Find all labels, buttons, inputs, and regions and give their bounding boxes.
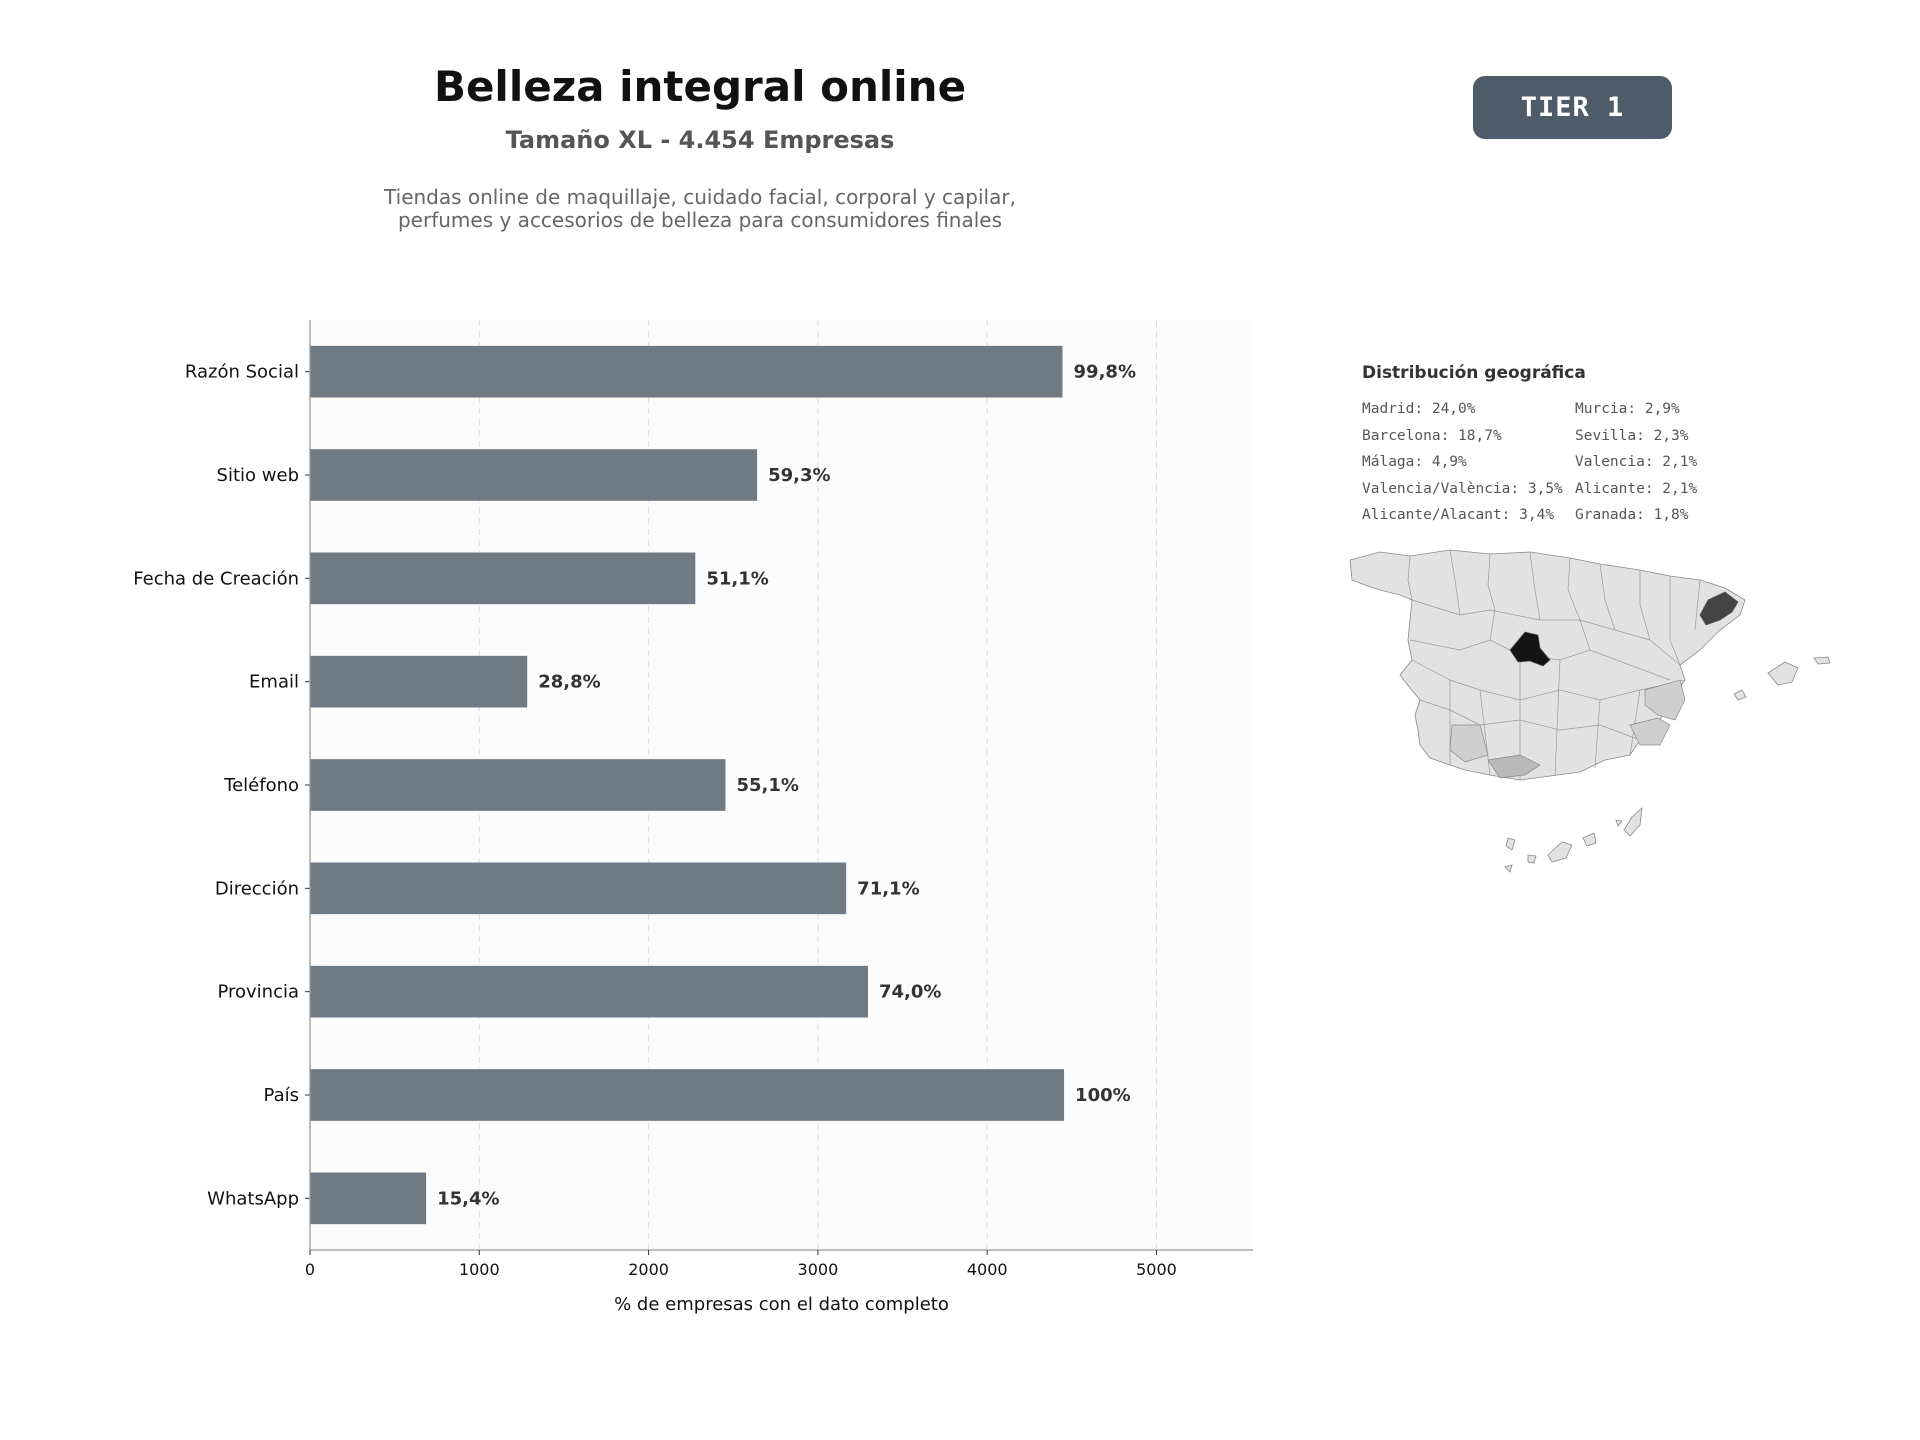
bar-value-label: 71,1% <box>857 878 919 899</box>
map-region-malaga <box>1487 754 1541 779</box>
x-tick-label: 1000 <box>459 1260 500 1279</box>
y-tick-label: Razón Social <box>185 362 299 383</box>
map-region-barcelona <box>1699 591 1739 626</box>
bar <box>310 759 726 811</box>
map-menorca <box>1813 656 1831 665</box>
map-region-alicante <box>1629 717 1671 746</box>
y-tick-label: Email <box>249 672 299 693</box>
bar-value-label: 15,4% <box>437 1188 499 1209</box>
geo-item: Murcia: 2,9% <box>1575 401 1680 417</box>
x-tick-label: 0 <box>305 1260 315 1279</box>
y-tick-label: Teléfono <box>223 775 299 796</box>
bar <box>310 965 869 1018</box>
page-subtitle: Tamaño XL - 4.454 Empresas <box>505 126 895 154</box>
geo-item: Valencia/València: 3,5% <box>1362 480 1563 497</box>
y-tick-label: Sitio web <box>217 465 299 486</box>
description-line-2: perfumes y accesorios de belleza para co… <box>397 208 1003 232</box>
bar <box>310 449 758 501</box>
geo-item: Barcelona: 18,7% <box>1362 427 1502 444</box>
tier-badge: TIER 1 <box>1473 76 1672 139</box>
geo-list-column-1: Madrid: 24,0% Barcelona: 18,7% Málaga: 4… <box>1362 400 1563 533</box>
bar-value-label: 99,8% <box>1074 362 1136 383</box>
page-description: Tiendas online de maquillaje, cuidado fa… <box>200 186 1200 232</box>
completeness-bar-chart: 99,8% Razón Social 59,3% Sitio web 51,1% Fech… <box>133 320 1253 1315</box>
description-line-1: Tiendas online de maquillaje, cuidado fa… <box>384 185 1016 209</box>
x-tick-label: 2000 <box>628 1260 669 1279</box>
geo-item: Madrid: 24,0% <box>1362 401 1476 417</box>
page-title: Belleza integral online <box>433 62 967 111</box>
bar <box>310 862 847 915</box>
map-region-madrid <box>1509 631 1551 667</box>
spain-province-map <box>1349 549 1831 873</box>
geo-item: Málaga: 4,9% <box>1362 454 1467 470</box>
geo-item: Sevilla: 2,3% <box>1575 427 1689 444</box>
geo-item: Alicante: 2,1% <box>1575 480 1698 497</box>
bar-value-label: 74,0% <box>879 982 941 1003</box>
map-province-borders <box>1407 549 1701 780</box>
geo-item: Granada: 1,8% <box>1575 507 1689 523</box>
x-tick-label: 4000 <box>967 1260 1008 1279</box>
bar-value-label: 100% <box>1075 1085 1131 1106</box>
map-region-valencia <box>1644 679 1686 721</box>
bar <box>310 1172 427 1225</box>
bar <box>310 1069 1065 1121</box>
map-region-sevilla <box>1449 724 1489 763</box>
y-tick-label: WhatsApp <box>207 1188 299 1209</box>
map-canary-islands <box>1504 806 1643 873</box>
y-tick-label: País <box>264 1085 299 1106</box>
y-tick-label: Dirección <box>215 878 299 899</box>
geo-list-column-2: Murcia: 2,9% Sevilla: 2,3% Valencia: 2,1… <box>1575 400 1697 533</box>
y-tick-label: Fecha de Creación <box>133 568 299 589</box>
bar <box>310 655 528 708</box>
map-mallorca <box>1767 661 1799 686</box>
y-tick-label: Provincia <box>217 982 299 1003</box>
x-axis-label: % de empresas con el dato completo <box>614 1294 949 1315</box>
map-ibiza <box>1733 689 1747 701</box>
bar-value-label: 59,3% <box>768 465 830 486</box>
x-tick-label: 3000 <box>798 1260 839 1279</box>
bar-value-label: 51,1% <box>706 568 768 589</box>
x-tick-label: 5000 <box>1136 1260 1177 1279</box>
bar-value-label: 55,1% <box>736 775 798 796</box>
geo-item: Valencia: 2,1% <box>1575 454 1698 470</box>
bar <box>310 345 1063 398</box>
geo-item: Alicante/Alacant: 3,4% <box>1362 507 1555 523</box>
bar-value-label: 28,8% <box>538 672 600 693</box>
geo-distribution-title: Distribución geográfica <box>1362 363 1586 383</box>
bar <box>310 552 696 605</box>
